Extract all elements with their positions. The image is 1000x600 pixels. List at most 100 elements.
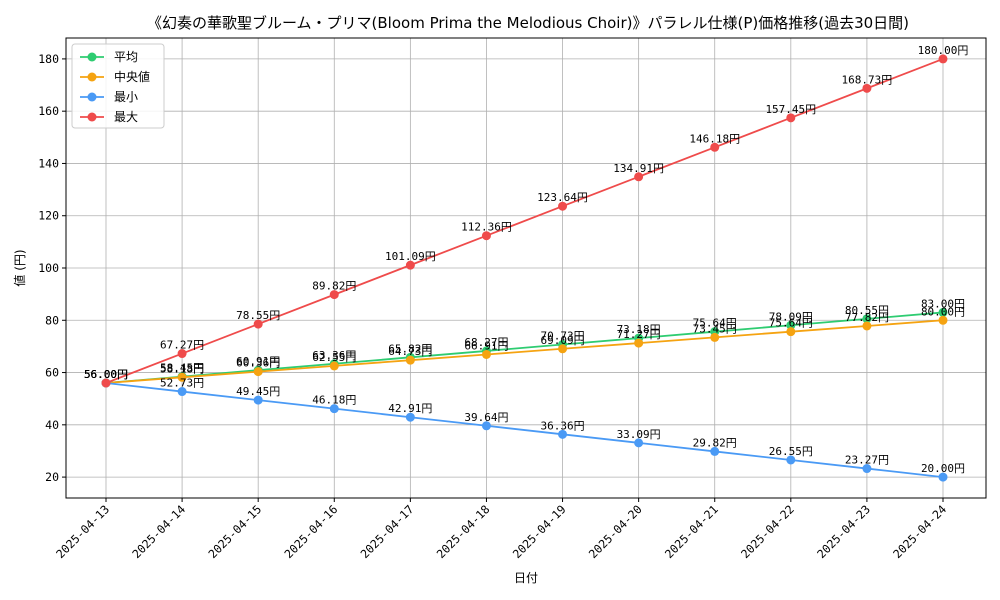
x-tick-label: 2025-04-21 bbox=[662, 502, 721, 561]
data-point bbox=[558, 344, 568, 354]
series-layer bbox=[101, 54, 948, 482]
data-label: 83.00円 bbox=[921, 297, 965, 310]
series-line-0 bbox=[105, 311, 944, 384]
x-tick-label: 2025-04-14 bbox=[129, 502, 188, 561]
data-label: 52.73円 bbox=[160, 377, 204, 390]
data-label: 78.55円 bbox=[236, 309, 280, 322]
legend-entry-label: 最大 bbox=[114, 110, 138, 124]
data-label: 68.27円 bbox=[464, 336, 508, 349]
data-label: 46.18円 bbox=[312, 394, 356, 407]
data-label: 80.55円 bbox=[845, 304, 889, 317]
series-line-2 bbox=[105, 382, 944, 478]
data-point bbox=[786, 455, 796, 465]
data-point bbox=[634, 438, 644, 448]
data-label: 89.82円 bbox=[312, 280, 356, 293]
data-label: 73.18円 bbox=[617, 323, 661, 336]
series-line-1 bbox=[105, 319, 944, 384]
data-label: 70.73円 bbox=[540, 330, 584, 343]
data-point bbox=[101, 378, 111, 388]
data-point bbox=[938, 54, 948, 64]
data-point bbox=[177, 372, 187, 382]
legend-entry-label: 平均 bbox=[114, 50, 138, 64]
data-point bbox=[634, 338, 644, 348]
data-label: 146.18円 bbox=[689, 132, 740, 145]
data-label: 29.82円 bbox=[693, 436, 737, 449]
data-point bbox=[710, 332, 720, 342]
data-label: 66.91円 bbox=[464, 339, 508, 352]
x-tick-label: 2025-04-23 bbox=[814, 502, 873, 561]
data-point bbox=[634, 172, 644, 182]
data-label: 101.09円 bbox=[385, 250, 436, 263]
data-label: 33.09円 bbox=[617, 428, 661, 441]
data-point bbox=[938, 472, 948, 482]
data-label: 67.27円 bbox=[160, 339, 204, 352]
x-tick-label: 2025-04-18 bbox=[434, 502, 493, 561]
data-point bbox=[253, 319, 263, 329]
data-point bbox=[558, 201, 568, 211]
x-tick-label: 2025-04-24 bbox=[890, 502, 949, 561]
x-tick-label: 2025-04-13 bbox=[53, 502, 112, 561]
data-point bbox=[405, 355, 415, 365]
data-point bbox=[786, 113, 796, 123]
data-point bbox=[786, 320, 796, 330]
x-tick-label: 2025-04-17 bbox=[358, 502, 417, 561]
x-axis-label: 日付 bbox=[514, 571, 538, 585]
data-label: 112.36円 bbox=[461, 221, 512, 234]
data-label: 65.82円 bbox=[388, 342, 432, 355]
data-label: 42.91円 bbox=[388, 402, 432, 415]
data-point bbox=[405, 412, 415, 422]
data-label: 157.45円 bbox=[765, 103, 816, 116]
data-label: 26.55円 bbox=[769, 445, 813, 458]
legend-box bbox=[71, 43, 165, 129]
data-point bbox=[481, 231, 491, 241]
data-label: 63.36円 bbox=[312, 349, 356, 362]
data-point bbox=[177, 387, 187, 397]
data-label: 168.73円 bbox=[842, 73, 893, 86]
series-line-3 bbox=[105, 58, 944, 384]
legend-entry-label: 最小 bbox=[114, 90, 138, 104]
x-tick-label: 2025-04-19 bbox=[510, 502, 569, 561]
legend-swatch-marker bbox=[87, 112, 97, 122]
data-label: 78.09円 bbox=[769, 310, 813, 323]
x-tick-label: 2025-04-16 bbox=[282, 502, 341, 561]
data-point bbox=[405, 260, 415, 270]
data-label: 80.00円 bbox=[921, 305, 965, 318]
legend-swatch-marker bbox=[87, 52, 97, 62]
data-point bbox=[938, 315, 948, 325]
legend-swatch-marker bbox=[87, 92, 97, 102]
data-label: 180.00円 bbox=[918, 44, 969, 57]
data-point bbox=[481, 349, 491, 359]
data-point bbox=[558, 429, 568, 439]
data-label: 36.36円 bbox=[540, 419, 584, 432]
data-point bbox=[862, 83, 872, 93]
data-point bbox=[862, 314, 872, 324]
data-label: 64.73円 bbox=[388, 345, 432, 358]
data-label: 60.91円 bbox=[236, 355, 280, 368]
y-tick-label: 20 bbox=[45, 470, 59, 484]
data-point bbox=[329, 361, 339, 371]
chart-title: 《幻奏の華歌聖ブルーム・プリマ(Bloom Prima the Melodiou… bbox=[147, 14, 909, 32]
data-point bbox=[329, 404, 339, 414]
x-axis-ticks: 2025-04-13 2025-04-14 2025-04-15 2025-04-16… bbox=[53, 498, 949, 561]
data-label: 58.45円 bbox=[160, 362, 204, 375]
data-label: 39.64円 bbox=[464, 411, 508, 424]
data-label: 69.09円 bbox=[540, 334, 584, 347]
data-point bbox=[177, 349, 187, 359]
data-point bbox=[481, 421, 491, 431]
data-label: 56.00円 bbox=[84, 368, 128, 381]
data-label: 75.64円 bbox=[769, 317, 813, 330]
x-tick-label: 2025-04-22 bbox=[738, 502, 797, 561]
data-label: 123.64円 bbox=[537, 191, 588, 204]
data-label: 62.55円 bbox=[312, 351, 356, 364]
y-tick-label: 40 bbox=[45, 418, 59, 432]
y-tick-label: 100 bbox=[38, 261, 59, 275]
x-tick-label: 2025-04-20 bbox=[586, 502, 645, 561]
data-label: 71.27円 bbox=[617, 328, 661, 341]
y-axis-label: 値 (円) bbox=[12, 249, 27, 286]
data-point bbox=[710, 142, 720, 152]
y-axis-ticks: 20 40 60 80 100 120 140 160 180 bbox=[38, 52, 66, 484]
data-point bbox=[862, 464, 872, 474]
data-label: 60.36円 bbox=[236, 357, 280, 370]
y-tick-label: 120 bbox=[38, 209, 59, 223]
